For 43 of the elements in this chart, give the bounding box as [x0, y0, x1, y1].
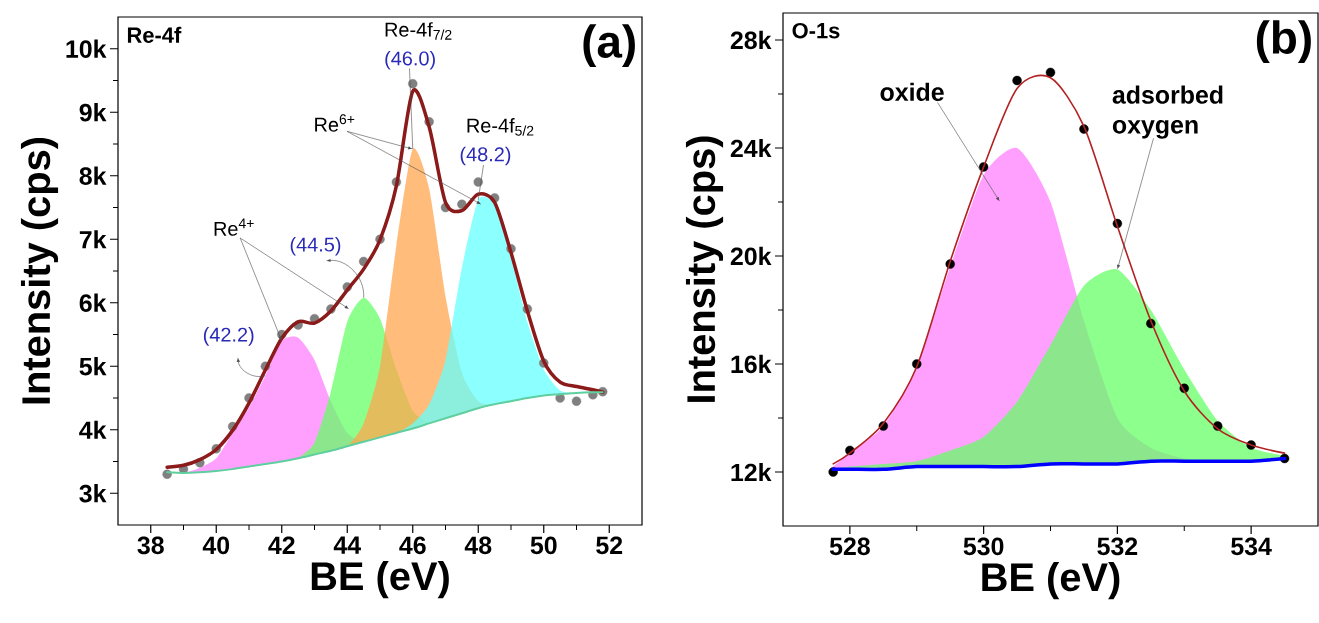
chart-subtitle: O-1s — [792, 22, 840, 39]
x-tick-label: 38 — [137, 536, 164, 555]
x-tick-label: 50 — [530, 536, 557, 555]
x-tick-label: 528 — [829, 537, 870, 556]
y-axis-title: Intensity (cps) — [20, 137, 59, 404]
y-tick-label: 6k — [79, 293, 107, 312]
x-tick-label: 534 — [1231, 537, 1272, 556]
y-tick-label: 20k — [730, 246, 772, 266]
x-tick-label: 52 — [596, 536, 623, 555]
annotation: (44.5) — [290, 236, 341, 256]
chart-title: (b) — [1256, 20, 1311, 64]
y-tick-label: 24k — [730, 138, 772, 158]
annotation: (42.2) — [203, 327, 254, 346]
y-tick-label: 5k — [79, 357, 107, 376]
x-tick-label: 46 — [399, 536, 426, 555]
y-axis-title: Intensity (cps) — [685, 136, 724, 402]
annotation: (46.0) — [385, 50, 435, 70]
x-tick-label: 530 — [963, 537, 1004, 556]
y-tick-label: 28k — [730, 30, 772, 50]
annotation: oxide — [880, 82, 944, 101]
annotation: Re-4f$_{7/2}$ — [385, 22, 452, 40]
y-tick-label: 16k — [731, 354, 772, 374]
x-axis-title: BE (eV) — [311, 561, 449, 599]
annotation: (48.2) — [460, 146, 511, 166]
y-tick-label: 12k — [731, 462, 772, 482]
annotation: Re$^{6+}$ — [315, 114, 355, 132]
x-tick-label: 40 — [202, 536, 230, 555]
chart-title: (a) — [583, 24, 635, 67]
y-tick-label: 8k — [79, 166, 107, 185]
y-tick-label: 3k — [79, 484, 107, 503]
annotation: Re-4f$_{5/2}$ — [467, 118, 534, 136]
x-tick-label: 48 — [464, 536, 492, 555]
y-tick-label: 10k — [66, 39, 107, 58]
x-tick-label: 42 — [268, 536, 295, 554]
annotation: Re$^{4+}$ — [214, 218, 254, 236]
annotation: adsorbed oxygen — [1112, 85, 1223, 139]
x-tick-label: 44 — [333, 536, 361, 554]
x-tick-label: 532 — [1097, 537, 1138, 556]
y-tick-label: 7k — [79, 230, 107, 249]
y-tick-label: 4k — [79, 420, 107, 439]
y-tick-label: 9k — [79, 103, 107, 122]
x-axis-title: BE (eV) — [982, 562, 1120, 600]
chart-subtitle: Re-4f — [127, 26, 182, 43]
